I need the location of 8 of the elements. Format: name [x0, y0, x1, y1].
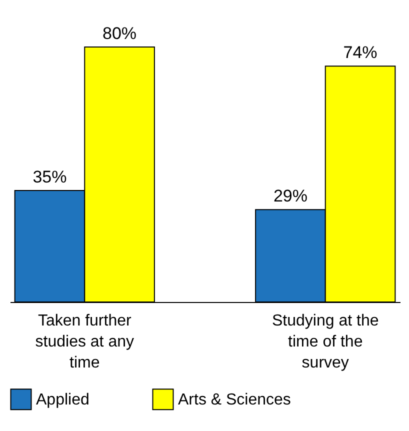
legend-label: Arts & Sciences [178, 391, 291, 408]
data-label: 29% [273, 186, 308, 206]
x-tick-label: Taken further studies at any time [35, 312, 134, 372]
legend-label: Applied [36, 391, 90, 408]
data-label: 35% [32, 167, 67, 186]
data-label: 80% [102, 24, 137, 43]
x-tick-label: Studying at the time of the survey [272, 312, 379, 372]
data-label: 74% [343, 43, 378, 62]
